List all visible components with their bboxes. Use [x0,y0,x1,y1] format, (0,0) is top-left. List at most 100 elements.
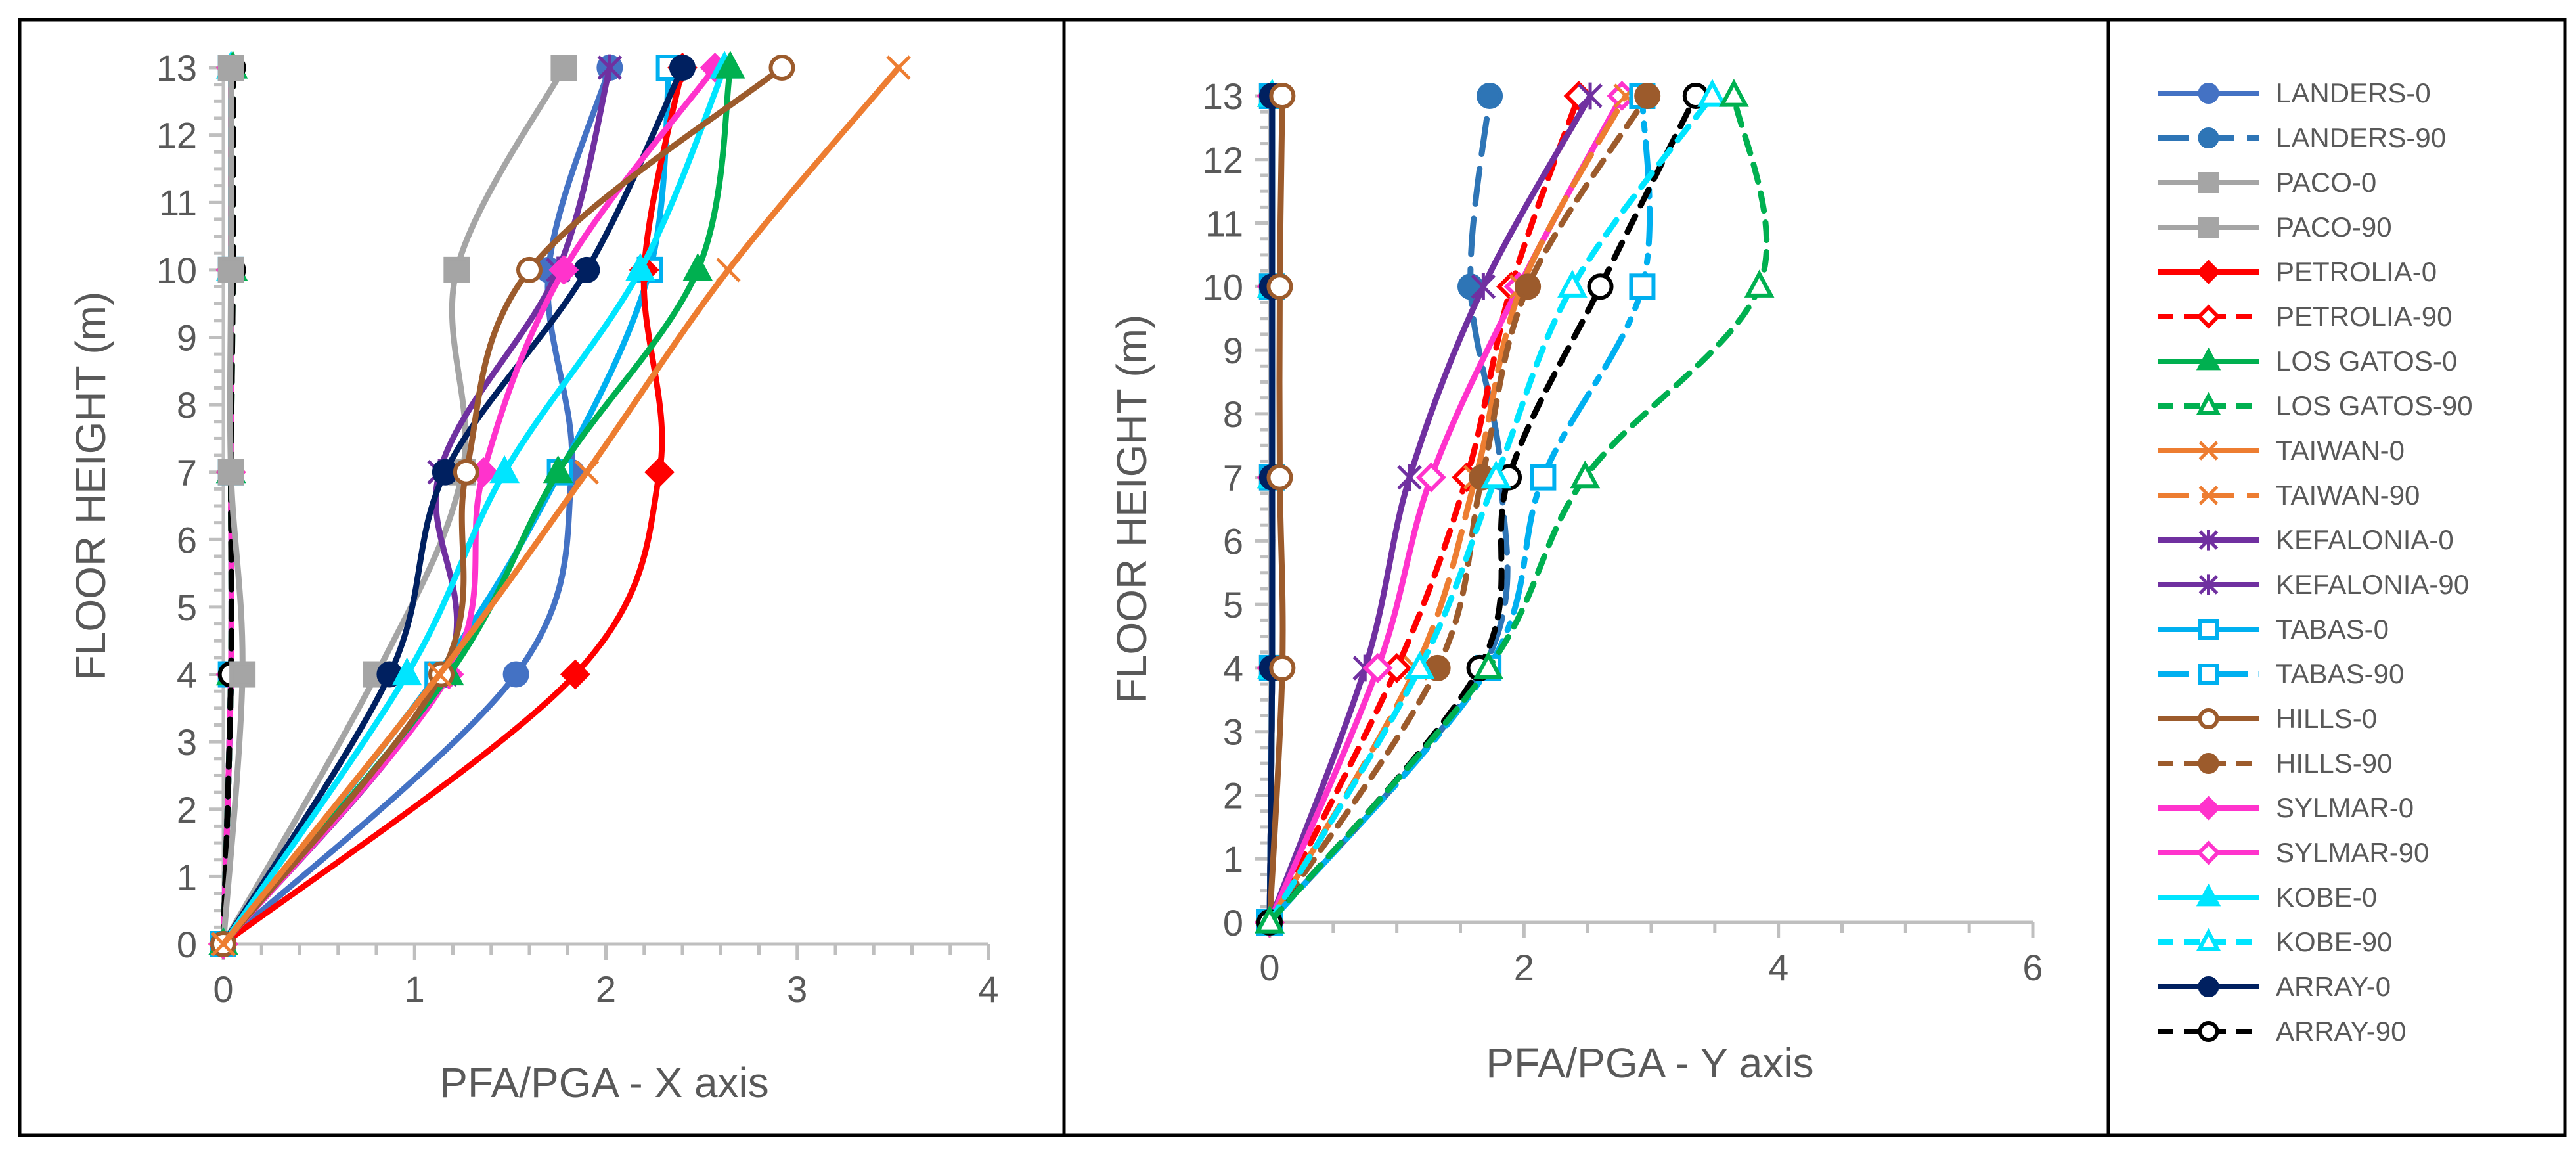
legend-label: PACO-90 [2276,212,2392,242]
legend-label: LOS GATOS-0 [2276,346,2457,376]
legend-label: SYLMAR-90 [2276,837,2429,868]
data-point [1629,273,1656,300]
data-point [453,459,479,486]
legend-label: ARRAY-0 [2276,971,2391,1002]
legend-marker [2198,976,2219,997]
data-point [1416,462,1446,493]
legend-item-paco-0: PACO-0 [2158,167,2376,198]
series-line [1266,93,1625,926]
legend-item-petrolia-90: PETROLIA-90 [2158,301,2452,332]
data-point [1471,273,1496,300]
data-point [1719,79,1749,107]
legend-marker [2198,753,2219,774]
legend-marker [2198,708,2219,729]
legend-label: TAIWAN-0 [2276,435,2405,466]
series-kefalonia-90 [1257,82,1603,936]
series-petrolia-90 [1255,81,1594,938]
legend-label: LANDERS-0 [2276,78,2431,108]
data-point [715,51,745,79]
legend-marker [2198,486,2219,505]
y-tick-label: 2 [177,789,197,830]
legend-item-taiwan-0: TAIWAN-0 [2158,435,2405,466]
y-tick-label: 10 [1203,266,1243,307]
legend-item-petrolia-0: PETROLIA-0 [2158,256,2437,287]
legend-item-los-gatos-90: LOS GATOS-90 [2158,390,2473,421]
y-tick-label: 6 [177,519,197,560]
series-line [1266,93,1651,926]
data-point [625,252,655,281]
data-point [548,254,579,285]
data-point [1578,82,1603,110]
legend-marker [2198,172,2219,193]
y-tick-label: 5 [1223,584,1243,625]
x-tick-label: 2 [596,968,616,1010]
y-tick-label: 7 [1223,457,1243,499]
data-point [1269,83,1296,109]
y-tick-label: 0 [177,924,197,965]
legend-marker [2198,530,2219,551]
legend-marker [2196,304,2221,329]
y-axis-title-chart2: FLOOR HEIGHT (m) [1108,315,1155,704]
data-point [716,258,741,283]
series-sylmar-0 [208,53,730,959]
legend-label: TABAS-0 [2276,614,2389,644]
legend-item-tabas-90: TABAS-90 [2158,658,2404,689]
legend-label: HILLS-90 [2276,748,2392,779]
data-point [1473,651,1503,679]
data-point [432,459,458,486]
legend-marker [2196,392,2221,415]
data-point [1477,83,1503,109]
legend-item-taiwan-90: TAIWAN-90 [2158,480,2420,510]
data-point [669,55,696,81]
y-tick-label: 5 [177,587,197,628]
data-point [1397,464,1422,491]
y-tick-label: 7 [177,452,197,493]
legend-item-hills-90: HILLS-90 [2158,748,2392,779]
legend-marker [2198,127,2219,148]
legend-marker [2198,1021,2219,1042]
series-line [1266,93,1511,926]
x-tick-label: 2 [1514,947,1534,988]
data-point [1744,269,1775,298]
legend-item-paco-90: PACO-90 [2158,212,2392,242]
data-point [682,252,713,281]
series-line [1266,93,1276,926]
legend-label: KEFALONIA-90 [2276,569,2469,600]
legend-label: KOBE-0 [2276,882,2377,913]
data-point [886,55,911,80]
legend-label: LOS GATOS-90 [2276,390,2473,421]
data-point [1255,905,1285,934]
data-point [560,659,590,690]
y-tick-label: 2 [1223,775,1243,816]
series-line [220,64,567,947]
data-point [1266,273,1293,300]
legend-label: TABAS-90 [2276,658,2404,689]
legend: LANDERS-0 LANDERS-90 PACO-0 PACO-90 PETROLIA… [2158,78,2473,1047]
y-tick-label: 11 [159,182,197,223]
y-tick-label: 12 [1203,139,1243,181]
legend-label: PETROLIA-90 [2276,301,2452,332]
y-tick-label: 9 [177,317,197,358]
series-line [220,64,613,947]
data-point [489,455,520,484]
y-tick-label: 1 [1223,838,1243,880]
data-point [550,55,577,81]
x-tick-label: 4 [978,968,998,1010]
legend-item-array-0: ARRAY-0 [2158,971,2391,1002]
y-tick-label: 8 [177,384,197,426]
legend-marker [2196,928,2221,951]
data-point [1557,269,1588,298]
series-line [1266,93,1593,926]
legend-marker [2198,217,2219,238]
data-point [516,256,543,283]
data-point [1266,464,1293,491]
data-point [217,55,244,81]
data-point [574,459,600,485]
data-point [768,55,795,81]
y-tick-label: 6 [1223,520,1243,562]
legend-label: KOBE-90 [2276,926,2392,957]
y-tick-label: 4 [1223,648,1243,689]
y-tick-label: 12 [156,115,197,156]
y-axis-title-chart1: FLOOR HEIGHT (m) [67,292,114,681]
legend-label: LANDERS-90 [2276,122,2446,153]
